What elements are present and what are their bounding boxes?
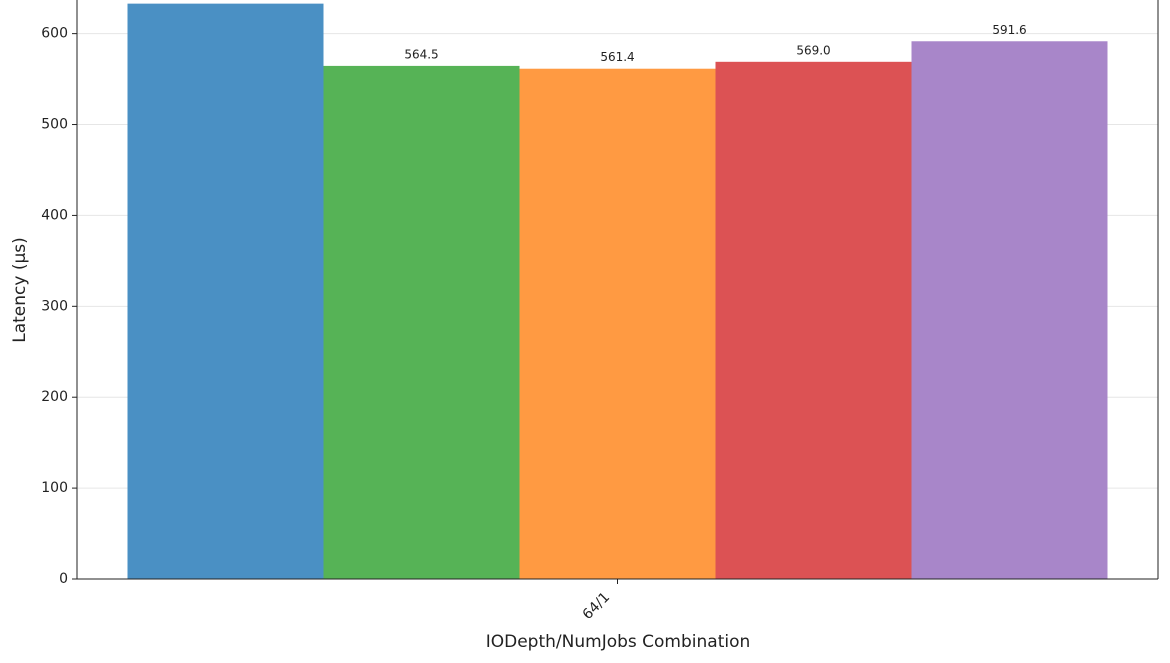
y-tick-label: 600 (41, 26, 68, 42)
bar (323, 65, 520, 579)
y-tick-label: 300 (41, 298, 68, 314)
bar (715, 61, 912, 580)
value-label: 561.4 (600, 50, 634, 64)
y-tick-label: 500 (41, 117, 68, 133)
bar (911, 41, 1108, 580)
y-tick-label: 400 (41, 207, 68, 223)
x-axis-title: IODepth/NumJobs Combination (486, 632, 751, 652)
value-label: 564.5 (404, 47, 438, 61)
value-label: 569.0 (796, 43, 830, 57)
value-label: 591.6 (992, 23, 1026, 37)
y-tick-label: 100 (41, 480, 68, 496)
bar (127, 3, 324, 579)
x-tick-label: 64/1 (580, 589, 614, 623)
y-tick-label: 0 (59, 571, 68, 587)
y-axis-title: Latency (µs) (10, 237, 30, 343)
bar (519, 68, 716, 579)
y-tick-label: 200 (41, 389, 68, 405)
